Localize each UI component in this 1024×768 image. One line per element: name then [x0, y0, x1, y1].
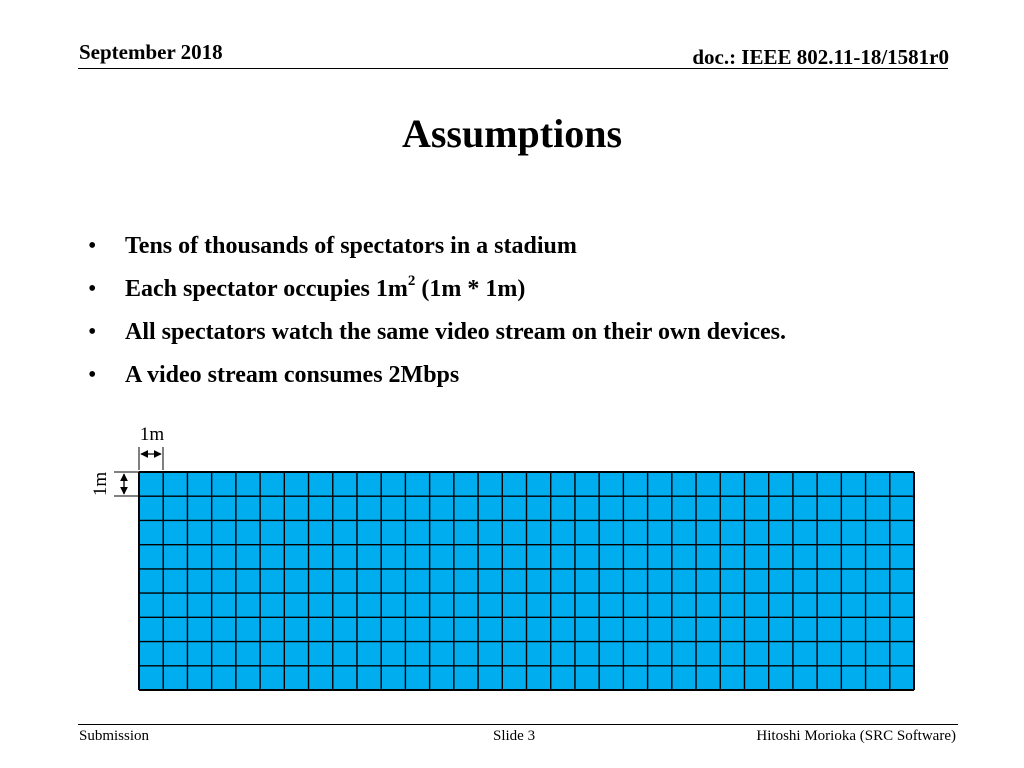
- bullet-text: Each spectator occupies 1m: [125, 276, 408, 302]
- height-dimension-label: 1m: [90, 472, 111, 497]
- bullet-dot: •: [88, 362, 97, 388]
- bullet-text: Tens of thousands of spectators in a sta…: [125, 233, 577, 259]
- bullet-dot: •: [88, 233, 97, 259]
- seat-grid: [138, 471, 915, 691]
- footer-author: Hitoshi Morioka (SRC Software): [756, 728, 956, 744]
- slide-title: Assumptions: [401, 111, 623, 156]
- bullet-text: All spectators watch the same video stre…: [125, 319, 787, 345]
- header-divider: [78, 68, 948, 69]
- bullet-text: A video stream consumes 2Mbps: [125, 362, 460, 388]
- bullet-list: • Tens of thousands of spectators in a s…: [88, 228, 786, 400]
- header-doc-id: doc.: IEEE 802.11-18/1581r0: [692, 45, 949, 69]
- bullet-item: • Tens of thousands of spectators in a s…: [88, 228, 786, 271]
- bullet-item: • Each spectator occupies 1m2 (1m * 1m): [88, 271, 786, 314]
- bullet-item: • All spectators watch the same video st…: [88, 314, 786, 357]
- bullet-superscript: 2: [407, 273, 416, 289]
- bullet-item: • A video stream consumes 2Mbps: [88, 357, 786, 400]
- footer-slide-number: Slide 3: [493, 728, 536, 744]
- header-date: September 2018: [79, 40, 223, 64]
- footer-submission: Submission: [79, 728, 150, 744]
- bullet-text-after: (1m * 1m): [415, 276, 526, 302]
- bullet-dot: •: [88, 276, 97, 302]
- footer-divider: [78, 724, 958, 725]
- width-dimension-label: 1m: [140, 424, 165, 445]
- bullet-dot: •: [88, 319, 97, 345]
